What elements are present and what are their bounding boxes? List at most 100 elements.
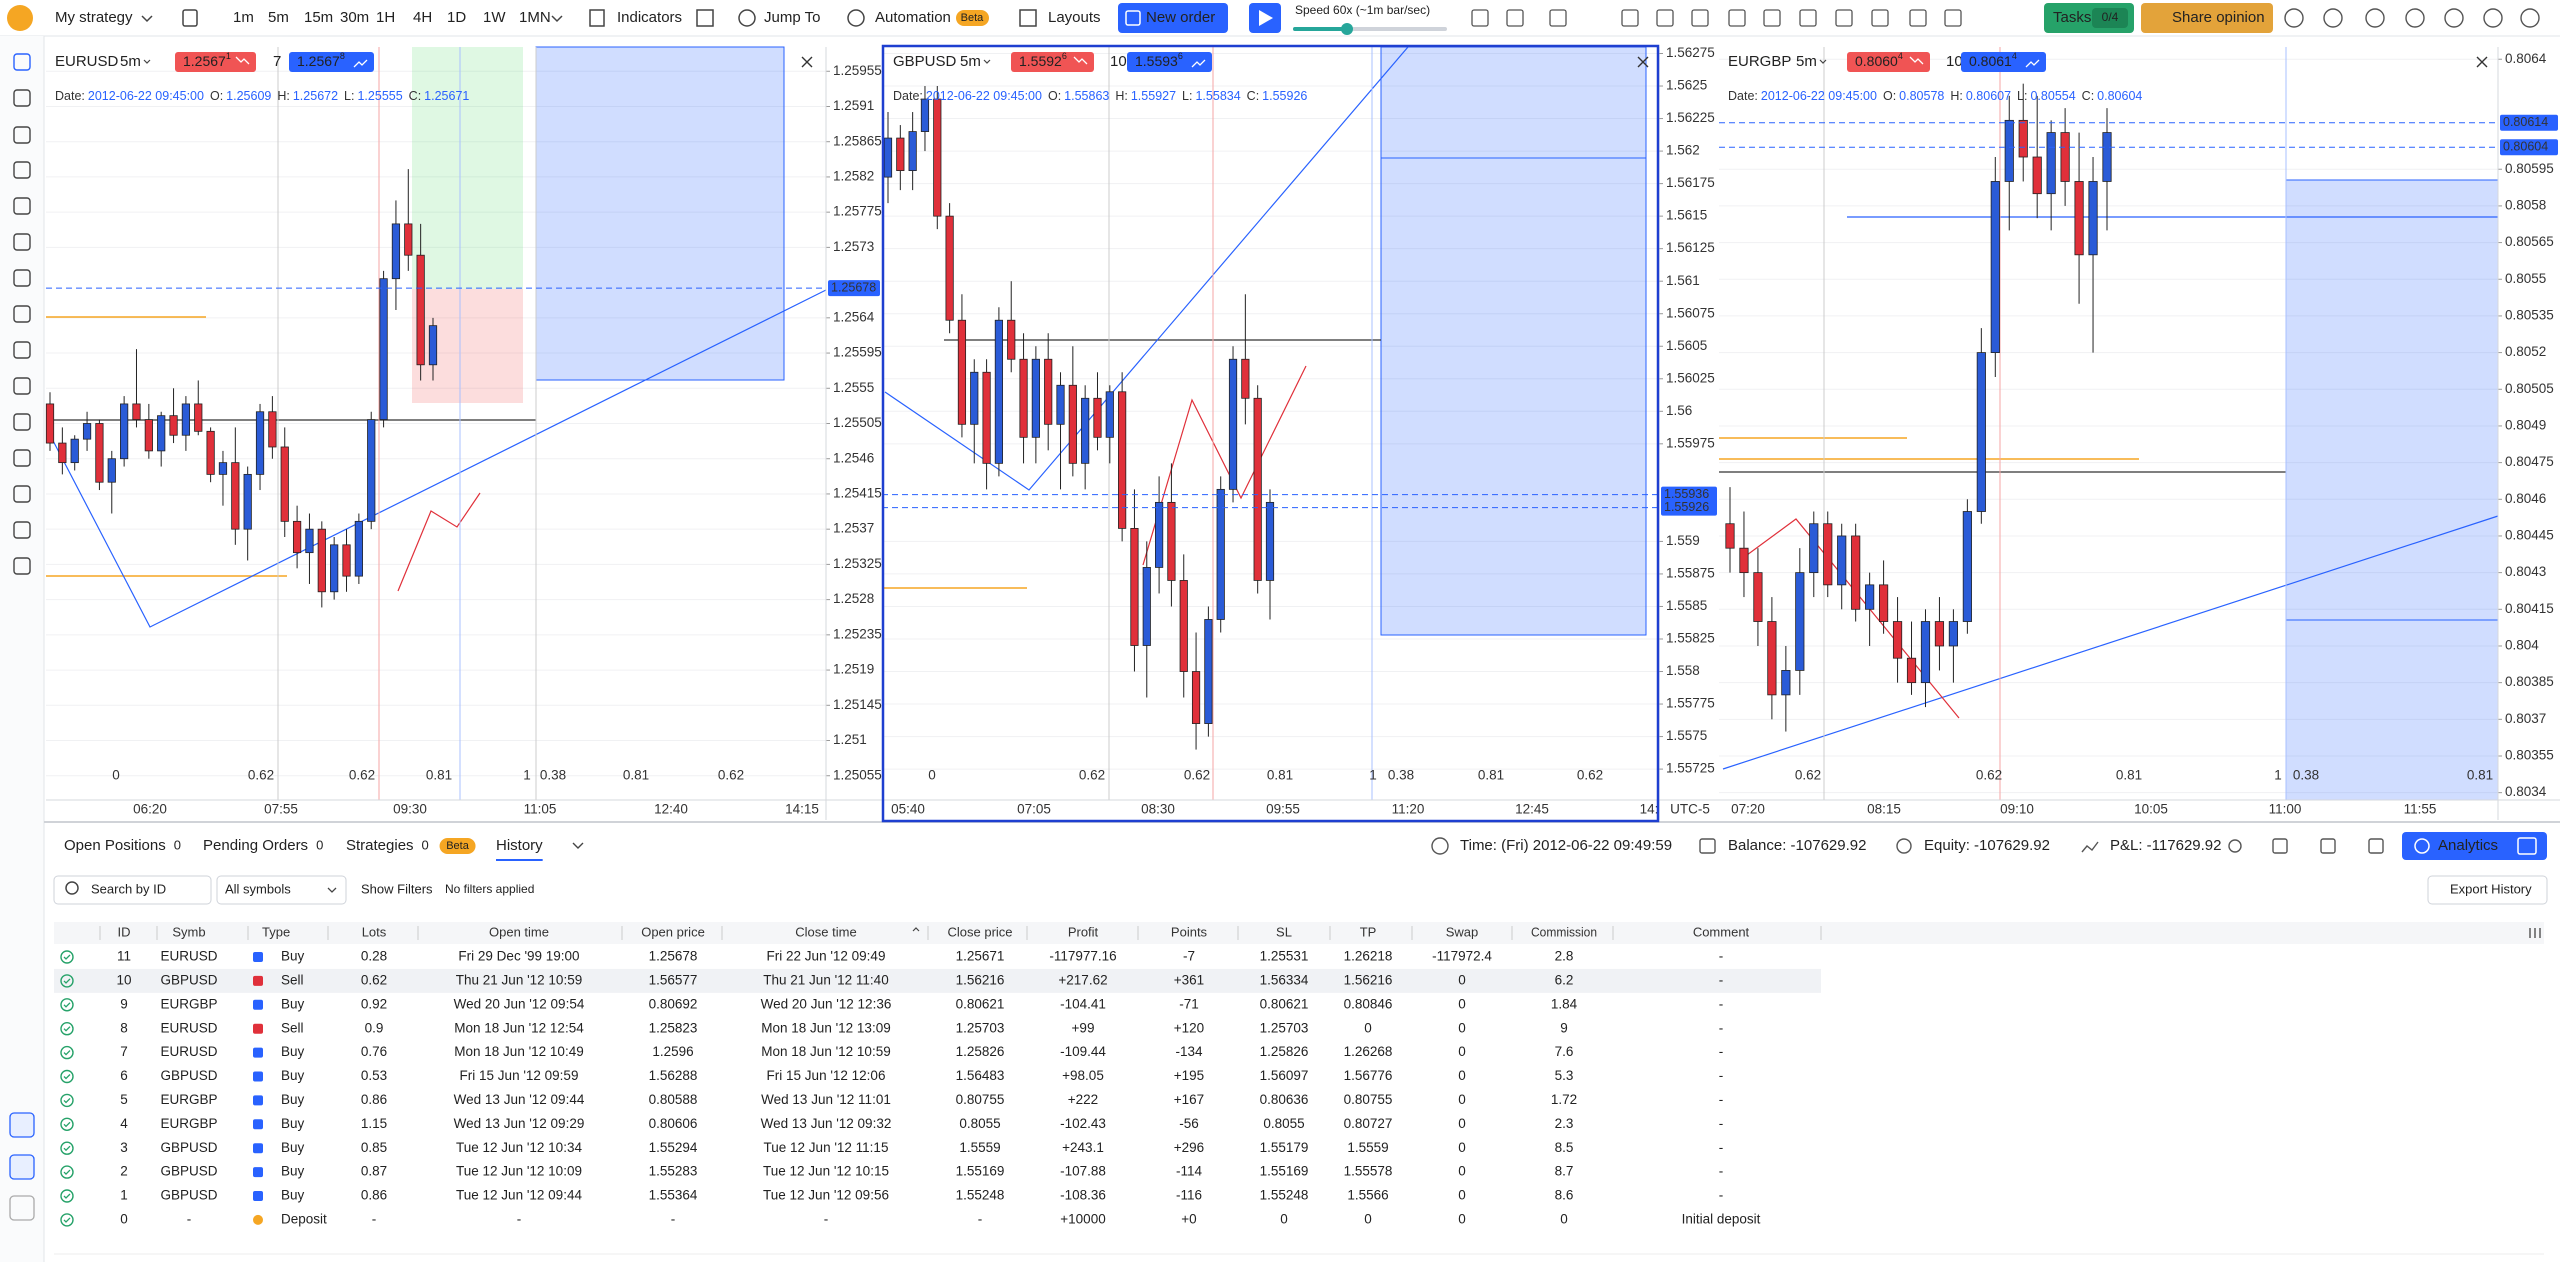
column-header[interactable]: Open time [489, 924, 549, 939]
strategy-select[interactable]: My strategy [55, 9, 133, 26]
column-header[interactable]: Close price [947, 924, 1012, 939]
column-header[interactable]: Open price [641, 924, 705, 939]
timeframe-button[interactable]: 1H [376, 9, 395, 26]
timeframe-button[interactable]: 5m [268, 9, 289, 26]
column-header[interactable]: Commission [1531, 924, 1597, 939]
export-label[interactable]: Export History [2450, 881, 2532, 896]
toolbar-icon[interactable] [2365, 8, 2385, 28]
share-label[interactable]: Share opinion [2172, 9, 2265, 26]
drawing-tool[interactable] [13, 485, 31, 503]
toolbar-icon[interactable] [1691, 9, 1709, 27]
automation-button[interactable]: Automation [875, 9, 951, 26]
lot-size[interactable]: 10 [1946, 53, 1963, 70]
sell-price[interactable]: 1.25671 [183, 51, 231, 68]
close-chart[interactable] [1637, 56, 1649, 68]
export-button[interactable] [2427, 875, 2548, 905]
buy-button[interactable] [1127, 52, 1212, 72]
toolbar-icon[interactable] [2323, 8, 2343, 28]
column-header[interactable]: ID [118, 924, 131, 939]
toolbar-icon[interactable] [1909, 9, 1927, 27]
symbol-select[interactable] [216, 875, 347, 905]
sell-price[interactable]: 1.55926 [1019, 51, 1067, 68]
toolbar-icon[interactable] [1944, 9, 1962, 27]
tabs-caret[interactable] [572, 842, 584, 849]
panel-tab[interactable]: Open Positions [64, 837, 166, 854]
buy-price[interactable]: 1.55936 [1135, 51, 1183, 68]
timeframe-button[interactable]: 30m [340, 9, 369, 26]
drawing-tool[interactable] [13, 197, 31, 215]
share-button[interactable] [2141, 3, 2273, 33]
column-settings[interactable] [2529, 928, 2541, 938]
side-tool[interactable] [9, 1154, 35, 1180]
drawing-tool[interactable] [13, 449, 31, 467]
drawing-tool[interactable] [13, 161, 31, 179]
column-header[interactable]: Lots [362, 924, 387, 939]
jump-icon[interactable] [738, 9, 756, 27]
symbol-label[interactable]: EURGBP [1728, 53, 1791, 70]
app-logo[interactable] [7, 5, 33, 31]
column-header[interactable]: Profit [1068, 924, 1099, 939]
drawing-tool[interactable] [13, 341, 31, 359]
timeframe-select[interactable]: 5m [120, 53, 141, 70]
sell-button[interactable] [1011, 52, 1094, 72]
toolbar-icon[interactable] [2483, 8, 2503, 28]
toolbar-icon[interactable] [1549, 9, 1567, 27]
buy-button[interactable] [1961, 52, 2046, 72]
toolbar-icon[interactable] [1656, 9, 1674, 27]
sell-button[interactable] [1847, 52, 1930, 72]
analytics-button[interactable] [2402, 832, 2547, 860]
jump-to-button[interactable]: Jump To [764, 9, 820, 26]
panel-icon[interactable] [2272, 838, 2288, 854]
visibility-icon[interactable] [2228, 839, 2242, 853]
column-header[interactable]: Swap [1446, 924, 1479, 939]
timeframe-button[interactable]: 4H [413, 9, 432, 26]
side-tool[interactable] [9, 1112, 35, 1138]
show-filters[interactable]: Show Filters [361, 881, 433, 896]
panel-icon[interactable] [2320, 838, 2336, 854]
timeframe-button[interactable]: 1MN [519, 9, 551, 26]
new-order-label[interactable]: New order [1146, 9, 1215, 26]
speed-slider-thumb[interactable] [1341, 23, 1353, 35]
buy-price[interactable]: 1.25678 [297, 51, 345, 68]
close-chart[interactable] [801, 56, 813, 68]
tasks-label[interactable]: Tasks [2053, 9, 2091, 26]
indicators-button[interactable]: Indicators [617, 9, 682, 26]
toolbar-icon[interactable] [1728, 9, 1746, 27]
column-header[interactable]: SL [1276, 924, 1292, 939]
toolbar-icon[interactable] [2284, 8, 2304, 28]
sell-price[interactable]: 0.80604 [1855, 51, 1903, 68]
buy-price[interactable]: 0.80614 [1969, 51, 2017, 68]
toolbar-icon[interactable] [1799, 9, 1817, 27]
toolbar-icon[interactable] [2444, 8, 2464, 28]
column-header[interactable]: Type [262, 924, 290, 939]
buy-button[interactable] [289, 52, 374, 72]
timeframe-select[interactable]: 5m [960, 53, 981, 70]
toolbar-icon[interactable] [1506, 9, 1524, 27]
drawing-tool[interactable] [13, 233, 31, 251]
timeframe-button[interactable]: 1W [483, 9, 506, 26]
timeframe-button[interactable]: 1D [447, 9, 466, 26]
toolbar-icon[interactable] [1763, 9, 1781, 27]
toolbar-icon[interactable] [1471, 9, 1489, 27]
drawing-tool[interactable] [13, 89, 31, 107]
drawing-tool[interactable] [13, 53, 31, 71]
column-header[interactable]: TP [1360, 924, 1377, 939]
lot-size[interactable]: 10 [1110, 53, 1127, 70]
panel-icon[interactable] [2368, 838, 2384, 854]
timeframe-button[interactable]: 15m [304, 9, 333, 26]
drawing-tool[interactable] [13, 521, 31, 539]
timeframe-button[interactable]: 1m [233, 9, 254, 26]
search-box[interactable] [53, 875, 212, 905]
drawing-tool[interactable] [13, 377, 31, 395]
panel-tab[interactable]: Pending Orders [203, 837, 308, 854]
column-header[interactable]: Close time [795, 924, 856, 939]
drawing-tool[interactable] [13, 413, 31, 431]
sell-button[interactable] [175, 52, 256, 72]
layouts-icon[interactable] [1019, 9, 1037, 27]
drawing-tool[interactable] [13, 305, 31, 323]
grid-icon[interactable] [696, 9, 714, 27]
drawing-tool[interactable] [13, 269, 31, 287]
new-order-button[interactable] [1118, 3, 1228, 33]
automation-icon[interactable] [847, 9, 865, 27]
toolbar-icon[interactable] [2520, 8, 2540, 28]
